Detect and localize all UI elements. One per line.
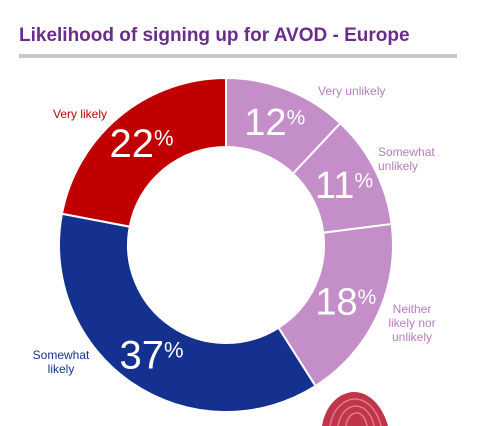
category-label-neither-likely-nor-unlikely: Neither likely nor unlikely <box>388 302 435 344</box>
category-label-somewhat-likely: Somewhat likely <box>33 348 90 376</box>
slice-percent-labels: 12%11% 18% 37% 22% <box>110 102 377 377</box>
category-label-very-unlikely: Very unlikely <box>318 84 385 98</box>
slice-somewhat-likely <box>58 212 317 413</box>
percent-label-somewhat-unlikely: 11% <box>315 165 373 207</box>
percent-label-very-unlikely: 12% <box>244 102 305 144</box>
title-divider <box>19 54 457 58</box>
category-label-very-likely: Very likely <box>53 107 107 121</box>
donut-slices <box>58 76 394 413</box>
percent-label-neither-likely-nor-unlikely: 18% <box>315 282 376 324</box>
category-label-somewhat-unlikely: Somewhat unlikely <box>378 145 435 173</box>
slice-category-labels: Very unlikely Somewhat unlikely Neither like… <box>33 84 436 376</box>
decorative-swirl-graphic <box>322 392 388 426</box>
percent-label-somewhat-likely: 37% <box>119 334 183 378</box>
percent-label-very-likely: 22% <box>110 122 174 166</box>
chart-title: Likelihood of signing up for AVOD - Euro… <box>19 25 410 46</box>
slice-very-likely <box>60 76 227 228</box>
